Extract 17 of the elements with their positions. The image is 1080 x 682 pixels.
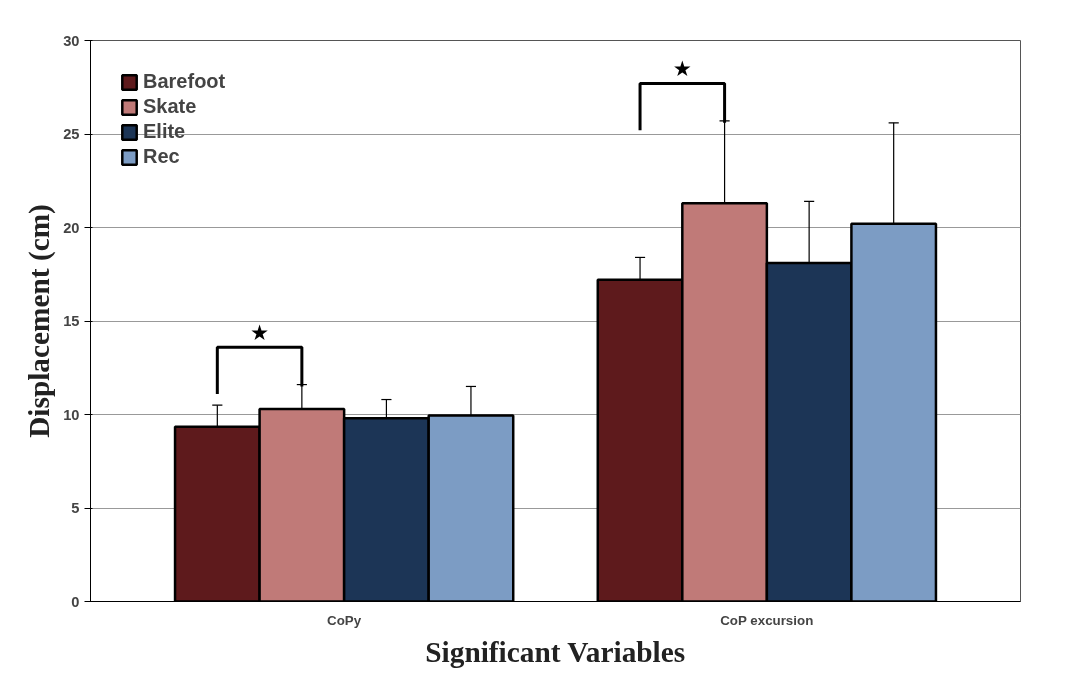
x-axis-title: Significant Variables — [425, 635, 686, 668]
y-tick-label: 0 — [71, 593, 80, 610]
annotation: ★ — [250, 319, 270, 345]
legend-label: Barefoot — [143, 70, 226, 93]
y-tick-label: 20 — [63, 219, 80, 236]
y-tick-label: 15 — [63, 313, 80, 329]
legend-label: Elite — [143, 120, 186, 143]
y-tick-label: 25 — [63, 126, 80, 142]
y-tick-label: 30 — [63, 32, 80, 49]
legend-label: Skate — [143, 95, 197, 118]
y-tick-label: 10 — [63, 406, 80, 423]
annotation: ★ — [672, 56, 692, 82]
y-axis-title: Displacement (cm) — [23, 204, 57, 438]
x-tick-label: CoP excursion — [720, 612, 814, 628]
y-tick-label: 5 — [71, 500, 80, 516]
legend-label: Rec — [143, 145, 180, 168]
x-tick-label: CoPy — [327, 612, 362, 628]
